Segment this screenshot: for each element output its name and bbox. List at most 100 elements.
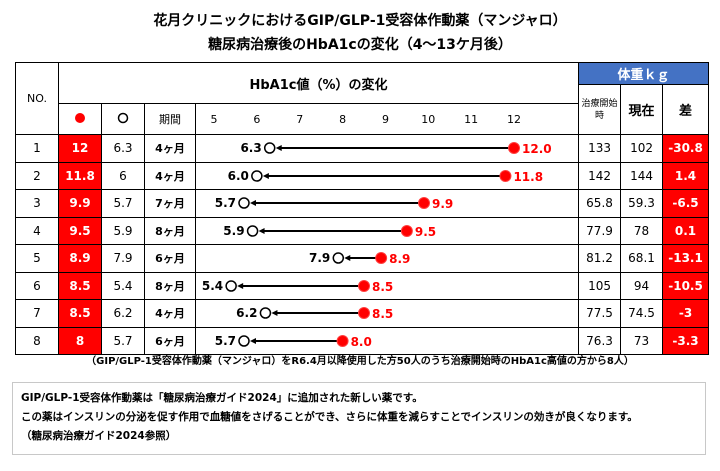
before-point (336, 334, 349, 347)
dumbbell-cell: 6.0 11.8 (194, 161, 580, 190)
row-no: 6 (15, 271, 59, 300)
hba1c-after: 7.9 (101, 244, 145, 273)
hba1c-before: 11.8 (58, 161, 102, 190)
info-line: この薬はインスリンの分泌を促す作用で血糖値をさげることができ、さらに体重を減らす… (21, 411, 638, 423)
after-label: 6.3 (240, 141, 261, 155)
weight-start: 65.8 (578, 189, 622, 218)
weight-start: 81.2 (578, 244, 622, 273)
after-label: 5.4 (202, 279, 223, 293)
hba1c-before: 8.9 (58, 244, 102, 273)
before-point (508, 142, 521, 155)
title-line1: 花月クリニックにおけるGIP/GLP-1受容体作動薬（マンジャロ） (153, 13, 567, 29)
header-period: 期間 (144, 103, 196, 135)
arrow-head-icon (250, 337, 257, 344)
row-no: 3 (15, 189, 59, 218)
arrow-head-icon (237, 282, 244, 289)
legend-after (101, 103, 145, 135)
row-no: 1 (15, 134, 59, 163)
weight-start: 142 (578, 161, 622, 190)
weight-now: 144 (620, 161, 664, 190)
row-no: 2 (15, 161, 59, 190)
after-point (238, 335, 250, 347)
weight-start: 76.3 (578, 326, 622, 355)
table-row: 7 8.5 6.2 4ヶ月 6.2 8.5 77.5 74.5 -3 (15, 299, 710, 328)
x-axis: 5 6 7 8 9 10 11 12 (195, 103, 580, 135)
arrow-head-icon (250, 200, 257, 207)
table-row: 3 9.9 5.7 7ヶ月 5.7 9.9 65.8 59.3 -6.5 (15, 189, 710, 218)
dumbbell-cell: 6.2 8.5 (194, 299, 580, 328)
table-row: 2 11.8 6 4ヶ月 6.0 11.8 142 144 1.4 (15, 161, 710, 190)
hba1c-after: 5.9 (101, 216, 145, 245)
period: 7ヶ月 (144, 189, 196, 218)
table-row: 4 9.5 5.9 8ヶ月 5.9 9.5 77.9 78 0.1 (15, 216, 710, 245)
arrow-head-icon (275, 145, 282, 152)
period: 8ヶ月 (144, 216, 196, 245)
x-tick-label: 8 (339, 113, 346, 126)
arrow-head-icon (344, 255, 351, 262)
after-label: 6.0 (228, 169, 249, 183)
after-label: 7.9 (309, 251, 330, 265)
weight-now: 78 (620, 216, 664, 245)
info-box: GIP/GLP-1受容体作動薬は「糖尿病治療ガイド2024」に追加された新しい薬… (12, 382, 706, 455)
x-tick-label: 7 (296, 113, 303, 126)
table-row: 6 8.5 5.4 8ヶ月 5.4 8.5 105 94 -10.5 (15, 271, 710, 300)
header-hba1c: HbA1c値（%）の変化 (57, 62, 580, 104)
before-point (418, 197, 431, 210)
before-point (358, 307, 371, 320)
before-label: 8.5 (372, 280, 393, 294)
before-label: 8.0 (351, 335, 372, 349)
hba1c-before: 9.9 (58, 189, 102, 218)
footnote: （GIP/GLP-1受容体作動薬（マンジャロ）をR6.4月以降使用した方50人の… (86, 356, 634, 367)
info-line: GIP/GLP-1受容体作動薬は「糖尿病治療ガイド2024」に追加された新しい薬… (21, 392, 423, 404)
x-tick-label: 5 (211, 113, 218, 126)
weight-start: 105 (578, 271, 622, 300)
weight-now: 102 (620, 134, 664, 163)
red-circle-icon (75, 112, 85, 123)
weight-now: 74.5 (620, 299, 664, 328)
hba1c-before: 8 (58, 326, 102, 355)
after-point (225, 280, 237, 292)
before-label: 8.5 (372, 307, 393, 321)
before-point (400, 224, 413, 237)
row-no: 8 (15, 326, 59, 355)
period: 6ヶ月 (144, 326, 196, 355)
before-label: 8.9 (389, 252, 410, 266)
before-label: 9.5 (415, 225, 436, 239)
weight-now: 68.1 (620, 244, 664, 273)
header-no: NO. (15, 62, 59, 135)
hba1c-after: 5.7 (101, 326, 145, 355)
period: 6ヶ月 (144, 244, 196, 273)
dumbbell-cell: 5.4 8.5 (194, 271, 580, 300)
before-label: 12.0 (522, 142, 552, 156)
weight-diff: 1.4 (662, 161, 710, 190)
table-row: 5 8.9 7.9 6ヶ月 7.9 8.9 81.2 68.1 -13.1 (15, 244, 710, 273)
weight-now: 94 (620, 271, 664, 300)
x-tick-label: 12 (507, 113, 521, 126)
dumbbell-cell: 5.7 9.9 (194, 189, 580, 218)
before-label: 11.8 (513, 170, 543, 184)
weight-start: 133 (578, 134, 622, 163)
hba1c-after: 6 (101, 161, 145, 190)
open-circle-icon (117, 112, 129, 123)
before-point (499, 169, 512, 182)
weight-now: 59.3 (620, 189, 664, 218)
weight-diff: 0.1 (662, 216, 710, 245)
arrow-head-icon (271, 310, 278, 317)
x-tick-label: 9 (382, 113, 389, 126)
row-no: 4 (15, 216, 59, 245)
after-label: 5.7 (215, 196, 236, 210)
hba1c-before: 8.5 (58, 299, 102, 328)
weight-start: 77.5 (578, 299, 622, 328)
before-point (358, 279, 371, 292)
hba1c-before: 9.5 (58, 216, 102, 245)
after-label: 5.7 (215, 334, 236, 348)
period: 8ヶ月 (144, 271, 196, 300)
after-point (246, 225, 259, 237)
row-no: 7 (15, 299, 59, 328)
title-line2: 糖尿病治療後のHbA1cの変化（4～13ケ月後） (208, 37, 512, 53)
arrow-head-icon (262, 172, 269, 179)
hba1c-after: 5.7 (101, 189, 145, 218)
arrow-head-icon (258, 227, 265, 234)
